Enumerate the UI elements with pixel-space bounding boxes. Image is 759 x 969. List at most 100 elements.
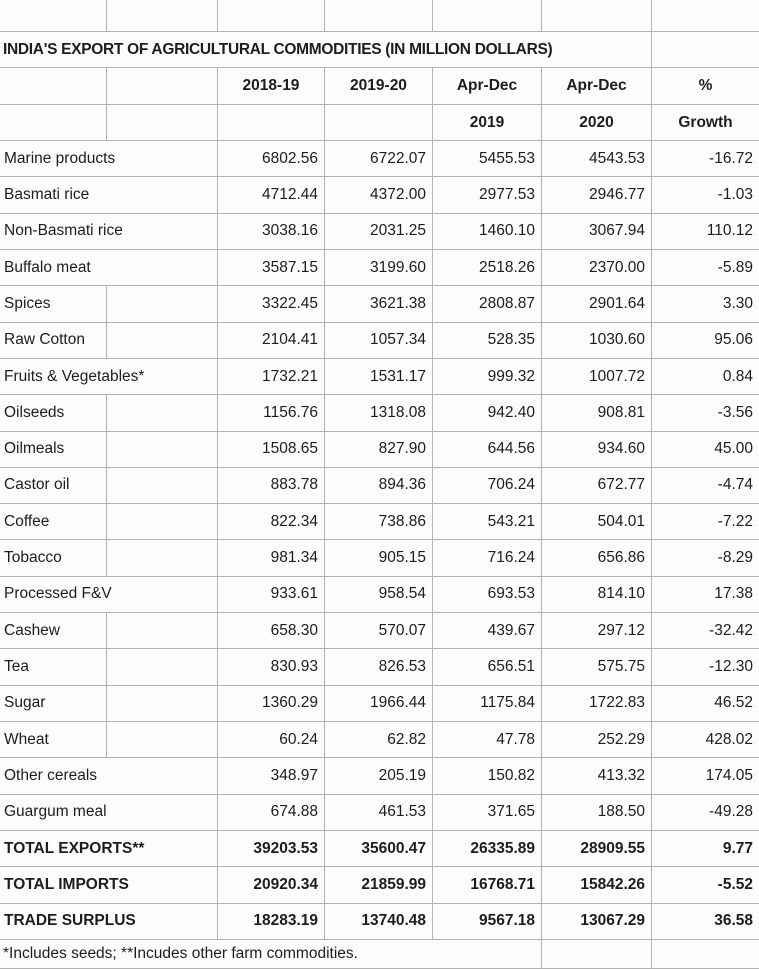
empty-cell — [433, 0, 542, 32]
value-cell: 504.01 — [542, 504, 652, 541]
table-row: Wheat 60.24 62.82 47.78 252.29 428.02 — [0, 722, 759, 759]
value-cell: 738.86 — [325, 504, 433, 541]
table-row: Oilmeals 1508.65 827.90 644.56 934.60 45.00 — [0, 431, 759, 468]
commodity-label: Guargum meal — [0, 794, 218, 831]
value-cell: 1966.44 — [325, 685, 433, 722]
value-cell: 822.34 — [218, 504, 325, 541]
table-row — [0, 0, 759, 32]
header-2018-19: 2018-19 — [218, 68, 325, 105]
value-cell: -5.52 — [652, 867, 759, 904]
value-cell: 6722.07 — [325, 141, 433, 178]
commodity-label: Castor oil — [0, 467, 218, 505]
table-row: Non-Basmati rice 3038.16 2031.25 1460.10 306… — [0, 213, 759, 250]
table-body: Marine products 6802.56 6722.07 5455.53 4543… — [0, 141, 759, 940]
table-row: Castor oil 883.78 894.36 706.24 672.77 -4.74 — [0, 467, 759, 505]
value-cell: 1722.83 — [542, 685, 652, 722]
footnote: *Includes seeds; **Incudes other farm co… — [0, 939, 542, 969]
value-cell: 908.81 — [542, 395, 652, 432]
value-cell: 36.58 — [652, 904, 759, 940]
header-year-2020: 2020 — [542, 105, 652, 141]
value-cell: 62.82 — [325, 722, 433, 759]
value-cell: 894.36 — [325, 467, 433, 505]
header-2019-20: 2019-20 — [325, 68, 433, 105]
value-cell: 413.32 — [542, 758, 652, 795]
value-cell: 2808.87 — [433, 286, 542, 323]
commodity-label: Oilmeals — [0, 431, 218, 468]
commodity-label: TOTAL IMPORTS — [0, 867, 218, 904]
value-cell: 2518.26 — [433, 249, 542, 287]
value-cell: 46.52 — [652, 686, 759, 722]
empty-cell — [107, 105, 218, 141]
value-cell: 658.30 — [218, 613, 325, 650]
value-cell: 706.24 — [433, 467, 542, 505]
table-row: Sugar 1360.29 1966.44 1175.84 1722.83 46.52 — [0, 685, 759, 722]
value-cell: 3322.45 — [218, 286, 325, 323]
value-cell: 883.78 — [218, 467, 325, 505]
commodity-label: TOTAL EXPORTS** — [0, 830, 218, 868]
empty-cell — [107, 68, 218, 105]
value-cell: -7.22 — [652, 504, 759, 541]
value-cell: 716.24 — [433, 540, 542, 577]
value-cell: 570.07 — [325, 613, 433, 650]
value-cell: 371.65 — [433, 794, 542, 831]
commodity-label: Basmati rice — [0, 177, 218, 214]
value-cell: 644.56 — [433, 431, 542, 468]
value-cell: 95.06 — [652, 323, 759, 359]
value-cell: -16.72 — [652, 141, 759, 178]
value-cell: 826.53 — [325, 649, 433, 686]
value-cell: 3587.15 — [218, 249, 325, 287]
table-row: INDIA'S EXPORT OF AGRICULTURAL COMMODITI… — [0, 32, 759, 68]
value-cell: 297.12 — [542, 613, 652, 650]
value-cell: 933.61 — [218, 576, 325, 614]
value-cell: 150.82 — [433, 758, 542, 795]
value-cell: 15842.26 — [542, 867, 652, 904]
value-cell: 1156.76 — [218, 395, 325, 432]
commodity-label: Tea — [0, 649, 218, 686]
value-cell: 693.53 — [433, 576, 542, 614]
header-growth: Growth — [652, 105, 759, 141]
commodity-label: Other cereals — [0, 758, 218, 795]
value-cell: 39203.53 — [218, 830, 325, 868]
empty-cell — [218, 0, 325, 32]
value-cell: 3067.94 — [542, 213, 652, 250]
value-cell: 3621.38 — [325, 286, 433, 323]
table-row: Marine products 6802.56 6722.07 5455.53 4543… — [0, 141, 759, 178]
header-apr-dec-2019: Apr-Dec — [433, 68, 542, 105]
value-cell: 35600.47 — [325, 830, 433, 868]
value-cell: 981.34 — [218, 540, 325, 577]
table-row: *Includes seeds; **Incudes other farm co… — [0, 939, 759, 969]
commodity-label: Cashew — [0, 613, 218, 650]
header-percent: % — [652, 68, 759, 105]
value-cell: -3.56 — [652, 395, 759, 432]
table-row: Fruits & Vegetables* 1732.21 1531.17 999.32… — [0, 358, 759, 396]
empty-cell — [325, 105, 433, 141]
table-row: Coffee 822.34 738.86 543.21 504.01 -7.22 — [0, 504, 759, 541]
value-cell: 428.02 — [652, 722, 759, 759]
value-cell: 814.10 — [542, 576, 652, 614]
value-cell: 9567.18 — [433, 903, 542, 940]
value-cell: 2946.77 — [542, 177, 652, 214]
value-cell: 2901.64 — [542, 286, 652, 323]
value-cell: 656.51 — [433, 649, 542, 686]
header-year-2019: 2019 — [433, 105, 542, 141]
value-cell: 0.84 — [652, 359, 759, 396]
table-row: TOTAL EXPORTS** 39203.53 35600.47 26335.89 2… — [0, 830, 759, 868]
table-header-row: 2019 2020 Growth — [0, 105, 759, 141]
value-cell: 3199.60 — [325, 249, 433, 287]
value-cell: 1531.17 — [325, 358, 433, 396]
value-cell: 174.05 — [652, 758, 759, 795]
empty-cell — [218, 105, 325, 141]
table-title: INDIA'S EXPORT OF AGRICULTURAL COMMODITI… — [0, 32, 652, 68]
table-row: Tea 830.93 826.53 656.51 575.75 -12.30 — [0, 649, 759, 686]
value-cell: 2031.25 — [325, 213, 433, 250]
value-cell: 18283.19 — [218, 903, 325, 940]
commodity-label: Wheat — [0, 722, 218, 759]
value-cell: 13067.29 — [542, 903, 652, 940]
commodity-label: Oilseeds — [0, 395, 218, 432]
value-cell: 28909.55 — [542, 830, 652, 868]
table-row: Spices 3322.45 3621.38 2808.87 2901.64 3.30 — [0, 286, 759, 323]
value-cell: -32.42 — [652, 613, 759, 650]
commodity-label: Processed F&V — [0, 576, 218, 614]
empty-cell — [542, 0, 652, 32]
value-cell: 999.32 — [433, 358, 542, 396]
